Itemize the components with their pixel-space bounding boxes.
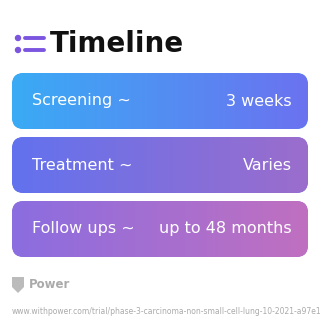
Text: Follow ups ~: Follow ups ~ — [32, 221, 135, 236]
Text: Varies: Varies — [243, 158, 292, 173]
Text: Treatment ~: Treatment ~ — [32, 158, 132, 173]
Text: Screening ~: Screening ~ — [32, 94, 131, 109]
Text: Power: Power — [29, 279, 70, 291]
Circle shape — [15, 47, 20, 53]
Circle shape — [15, 36, 20, 41]
Polygon shape — [12, 277, 24, 293]
Text: Timeline: Timeline — [50, 30, 184, 58]
Text: www.withpower.com/trial/phase-3-carcinoma-non-small-cell-lung-10-2021-a97e1: www.withpower.com/trial/phase-3-carcinom… — [12, 306, 320, 316]
FancyBboxPatch shape — [12, 201, 308, 257]
FancyBboxPatch shape — [12, 73, 308, 129]
Text: up to 48 months: up to 48 months — [159, 221, 292, 236]
FancyBboxPatch shape — [12, 137, 308, 193]
Text: 3 weeks: 3 weeks — [226, 94, 292, 109]
